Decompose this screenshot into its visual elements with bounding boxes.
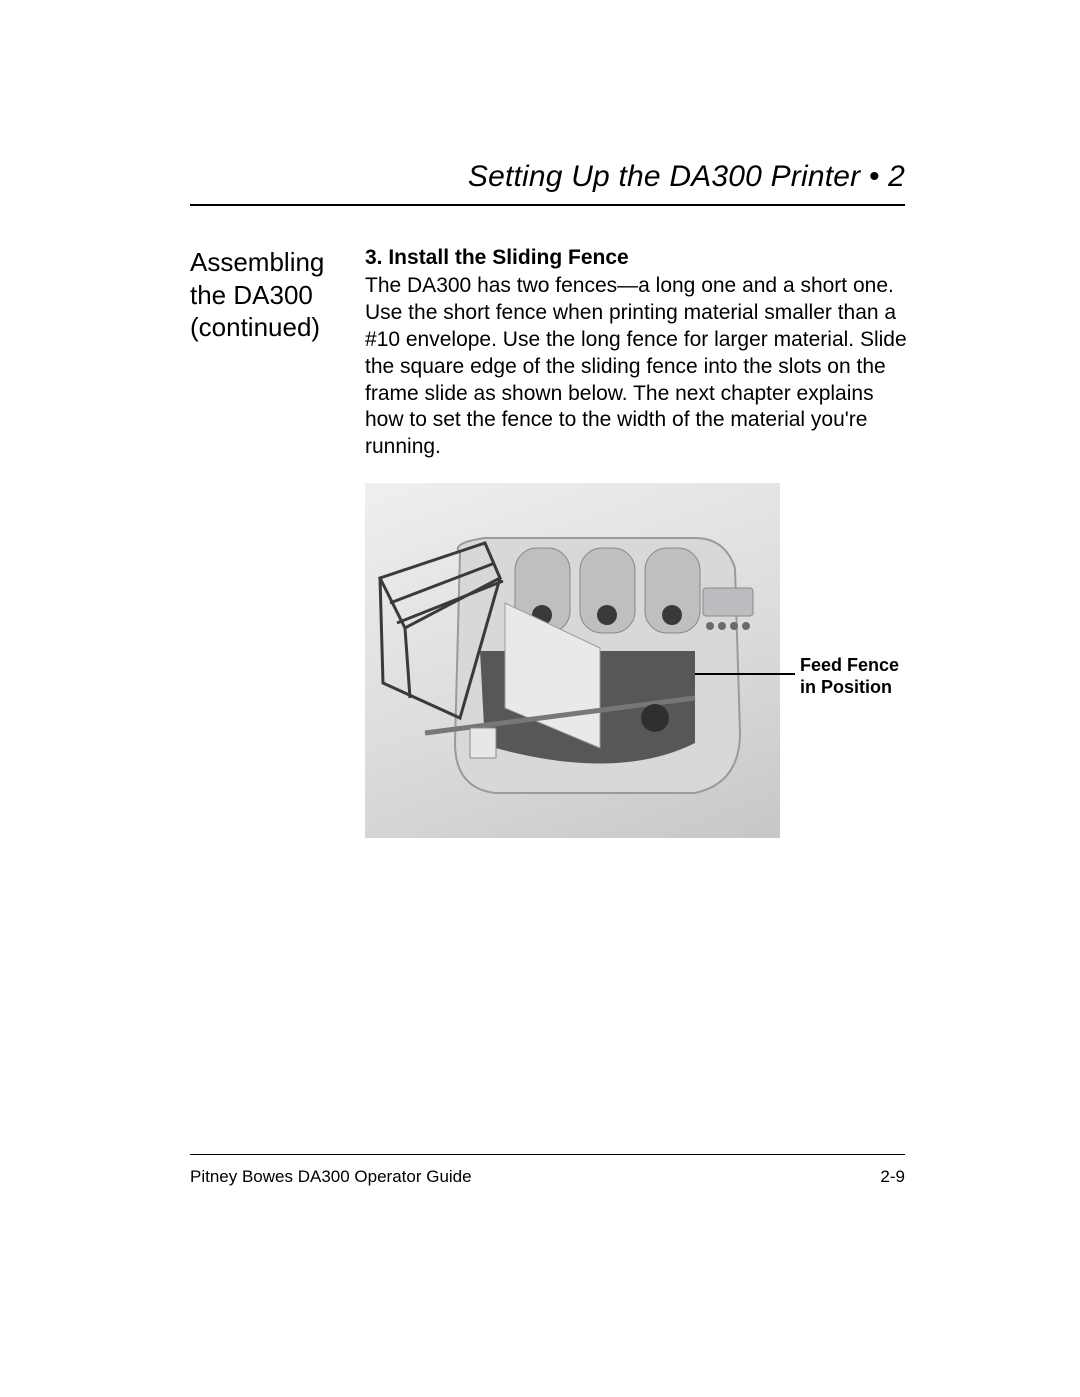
sidehead-line: the DA300	[190, 279, 355, 312]
figure: Feed Fence in Position	[365, 483, 910, 843]
body-column: 3. Install the Sliding Fence The DA300 h…	[365, 246, 910, 843]
page-header: Setting Up the DA300 Printer • 2	[190, 160, 905, 206]
callout-line: Feed Fence	[800, 655, 920, 677]
step-paragraph: The DA300 has two fences—a long one and …	[365, 273, 910, 461]
section-sidehead: Assembling the DA300 (continued)	[190, 246, 365, 344]
callout-leader-line	[695, 673, 795, 675]
sidehead-line: (continued)	[190, 311, 355, 344]
step-title: 3. Install the Sliding Fence	[365, 246, 910, 270]
footer-page-number: 2-9	[880, 1167, 905, 1187]
callout-line: in Position	[800, 677, 920, 699]
page: Setting Up the DA300 Printer • 2 Assembl…	[0, 0, 1080, 1397]
content-row: Assembling the DA300 (continued) 3. Inst…	[190, 246, 905, 843]
footer-doc-title: Pitney Bowes DA300 Operator Guide	[190, 1167, 472, 1187]
sidehead-line: Assembling	[190, 246, 355, 279]
figure-callout: Feed Fence in Position	[800, 655, 920, 698]
printer-illustration	[365, 483, 780, 838]
page-footer: Pitney Bowes DA300 Operator Guide 2-9	[190, 1154, 905, 1187]
printer-photo	[365, 483, 780, 838]
running-title: Setting Up the DA300 Printer • 2	[468, 160, 905, 193]
